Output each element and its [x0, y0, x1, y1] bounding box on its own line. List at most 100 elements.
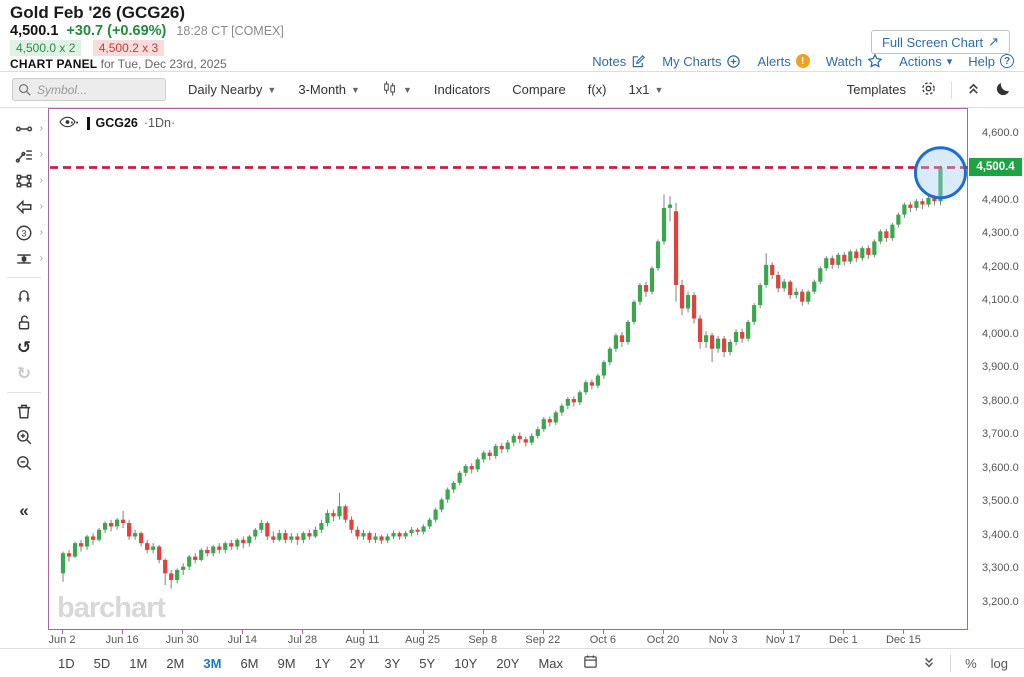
submenu-chevron-icon: ›: [39, 227, 43, 238]
symbol-search: [12, 78, 166, 101]
annotation-tool[interactable]: ›: [4, 142, 44, 168]
grid-layout-dropdown[interactable]: 1x1 ▼: [629, 82, 664, 97]
x-axis-tick: [302, 630, 304, 634]
measure-tool[interactable]: ›: [4, 246, 44, 272]
watch-link[interactable]: Watch: [826, 53, 883, 69]
x-axis-label: Nov 17: [765, 634, 801, 646]
range-button-2m[interactable]: 2M: [166, 655, 185, 671]
link-label: Alerts: [757, 53, 791, 69]
x-axis-label: Jun 2: [48, 634, 76, 646]
collapse-sidebar-button[interactable]: «: [19, 501, 29, 520]
grid-layout-label: 1x1: [628, 82, 650, 97]
x-axis-label: Dec 15: [885, 634, 921, 646]
my-charts-link[interactable]: My Charts: [662, 54, 741, 69]
collapse-panel-button[interactable]: [922, 655, 936, 672]
custom-date-button[interactable]: [583, 654, 598, 672]
chart-main: › › › › 3 › › ↺ ↻ « ··· GCG26 ·1Dn· barchart 4,60…: [0, 108, 1024, 648]
circle-plus-icon: [726, 54, 741, 69]
notes-icon: [631, 54, 646, 69]
range-dropdown[interactable]: 3-Month ▼: [298, 82, 360, 97]
x-axis-label: Oct 6: [589, 634, 617, 646]
shape-tool[interactable]: ›: [4, 168, 44, 194]
range-button-3y[interactable]: 3Y: [384, 655, 401, 671]
x-axis-tick: [62, 630, 63, 634]
magnet-tool[interactable]: [4, 283, 44, 309]
x-axis-tick: [242, 630, 244, 634]
price-axis[interactable]: 4,600.04,500.04,400.04,300.04,200.04,100…: [968, 108, 1024, 630]
range-button-1y[interactable]: 1Y: [314, 655, 331, 671]
y-axis-label: 4,600.0: [982, 126, 1019, 139]
x-axis-tick: [602, 630, 604, 634]
symbol-search-input[interactable]: [12, 78, 166, 101]
calendar-icon: [583, 654, 598, 672]
link-label: Actions: [899, 53, 942, 69]
range-button-max[interactable]: Max: [538, 655, 564, 671]
x-axis-label: Aug 11: [345, 634, 380, 646]
external-link-arrow-icon: ↗: [988, 34, 999, 49]
submenu-chevron-icon: ›: [39, 149, 43, 160]
expressions-button[interactable]: f(x): [588, 82, 607, 97]
range-button-5y[interactable]: 5Y: [419, 655, 436, 671]
delete-drawings-button[interactable]: [4, 398, 44, 424]
zoom-out-button[interactable]: [4, 450, 44, 476]
chart-type-dropdown[interactable]: ▼: [382, 80, 412, 99]
x-axis-tick: [182, 630, 184, 634]
range-button-3m[interactable]: 3M: [203, 655, 222, 671]
dark-mode-toggle[interactable]: [995, 80, 1012, 100]
date-axis[interactable]: Jun 2 Jun 16 Jun 30 Jul 14 Jul 28 Aug 11 Aug 2…: [48, 630, 968, 648]
elliott-wave-tool[interactable]: 3 ›: [4, 220, 44, 246]
frequency-dropdown[interactable]: Daily Nearby ▼: [188, 82, 276, 97]
range-button-10y[interactable]: 10Y: [454, 655, 478, 671]
callout-tool[interactable]: ›: [4, 194, 44, 220]
help-icon: ?: [1000, 54, 1014, 68]
legend-symbol: GCG26: [95, 116, 138, 130]
range-button-1m[interactable]: 1M: [129, 655, 148, 671]
range-button-1d[interactable]: 1D: [58, 655, 75, 671]
templates-label: Templates: [846, 82, 906, 97]
log-scale-toggle[interactable]: log: [990, 655, 1008, 671]
full-screen-chart-button[interactable]: Full Screen Chart ↗: [870, 30, 1010, 54]
y-axis-label: 3,500.0: [982, 495, 1019, 508]
svg-text:3: 3: [21, 228, 26, 238]
plot-area[interactable]: ··· GCG26 ·1Dn· barchart: [48, 108, 968, 630]
chart-legend: ··· GCG26 ·1Dn·: [59, 116, 175, 130]
range-button-5d[interactable]: 5D: [93, 655, 111, 671]
actions-link[interactable]: Actions ▾: [899, 54, 952, 69]
zoom-in-button[interactable]: [4, 424, 44, 450]
unlock-tool[interactable]: [4, 309, 44, 335]
alerts-link[interactable]: Alerts!: [757, 53, 810, 69]
link-label: Help: [968, 53, 995, 69]
range-button-20y[interactable]: 20Y: [496, 655, 520, 671]
collapse-header-button[interactable]: [966, 81, 981, 99]
y-axis-label: 3,900.0: [982, 361, 1019, 374]
x-axis-label: Dec 1: [828, 634, 858, 646]
settings-button[interactable]: [920, 80, 937, 100]
y-axis-label: 3,300.0: [982, 562, 1019, 575]
y-axis-label: 3,600.0: [982, 461, 1019, 474]
indicators-button[interactable]: Indicators: [434, 82, 490, 97]
templates-button[interactable]: Templates: [847, 82, 906, 97]
undo-button[interactable]: ↺: [16, 338, 32, 357]
y-axis-label: 4,300.0: [982, 227, 1019, 240]
range-button-9m[interactable]: 9M: [277, 655, 296, 671]
compare-button[interactable]: Compare: [512, 82, 565, 97]
y-axis-label: 3,700.0: [982, 428, 1019, 441]
panel-caption: CHART PANEL for Tue, Dec 23rd, 2025: [10, 57, 227, 71]
range-button-2y[interactable]: 2Y: [349, 655, 366, 671]
x-axis-tick: [663, 630, 664, 634]
chevron-down-icon: ▼: [351, 84, 360, 95]
candlestick-chart[interactable]: [49, 109, 969, 631]
link-label: My Charts: [662, 53, 722, 69]
x-axis-tick: [122, 630, 124, 634]
percent-scale-toggle[interactable]: %: [965, 655, 977, 671]
circle-annotation[interactable]: [913, 146, 967, 200]
notes-link[interactable]: Notes: [592, 54, 646, 69]
range-button-6m[interactable]: 6M: [240, 655, 259, 671]
quote-header: Gold Feb '26 (GCG26) 4,500.1 +30.7 (+0.6…: [0, 0, 1024, 72]
trendline-tool[interactable]: ›: [4, 116, 44, 142]
chevrons-up-icon: [966, 81, 981, 99]
range-toolbar: 1D 5D 1M 2M 3M 6M 9M 1Y 2Y 3Y 5Y 10Y 20Y Max % log: [0, 648, 1024, 677]
help-link[interactable]: Help?: [968, 54, 1014, 69]
chevrons-down-icon: [922, 655, 936, 672]
